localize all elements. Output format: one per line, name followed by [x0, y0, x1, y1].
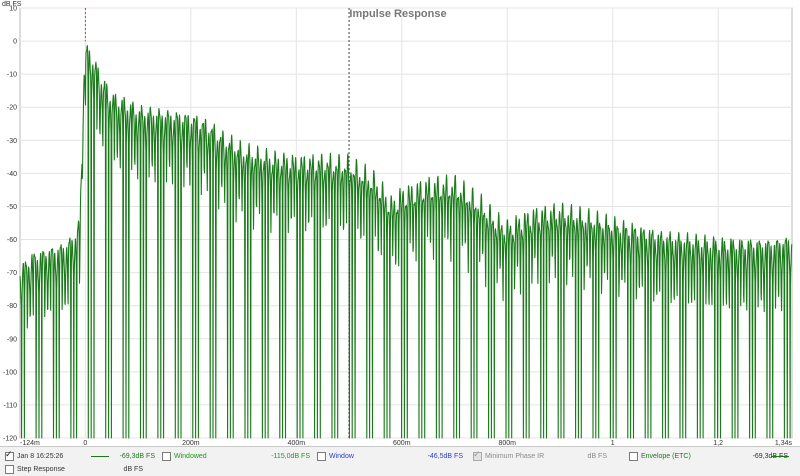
- minimum-phase-ir-label: Minimum Phase IR: [485, 453, 545, 460]
- windowed-label: Windowed: [174, 453, 207, 460]
- impulse-response-chart[interactable]: 100-10-20-30-40-50-60-70-80-90-100-110-1…: [0, 0, 800, 446]
- x-tick-label: 600m: [393, 440, 411, 446]
- envelope-label: Envelope (ETC): [641, 453, 691, 460]
- x-tick-label: 1,2: [713, 440, 723, 446]
- y-tick-label: -90: [7, 336, 17, 343]
- series-layer: [19, 45, 793, 439]
- x-tick-label: 1: [611, 440, 615, 446]
- x-tick-label: 1,34s: [775, 440, 793, 446]
- x-tick-label: 800m: [498, 440, 516, 446]
- y-axis-unit: dB FS: [2, 1, 22, 8]
- y-tick-label: -10: [7, 72, 17, 79]
- chart-title: Impulse Response: [349, 8, 446, 20]
- measurement-value: -69,3dB FS: [119, 453, 155, 460]
- measurement-swatch: [91, 456, 109, 457]
- markers: [84, 8, 350, 438]
- legend-item-window[interactable]: Window -46,5dB FS: [317, 450, 467, 463]
- legend-row-2: Step Response dB FS: [0, 463, 800, 476]
- x-tick-label: 400m: [288, 440, 306, 446]
- measurement-checkbox[interactable]: [5, 449, 14, 462]
- minimum-phase-ir-checkbox: [473, 449, 482, 462]
- legend-item-windowed[interactable]: Windowed -115,0dB FS: [162, 450, 312, 463]
- x-tick-label: 0: [83, 440, 87, 446]
- y-tick-label: -50: [7, 204, 17, 211]
- windowed-value: -115,0dB FS: [271, 453, 310, 460]
- minimum-phase-ir-value: dB FS: [587, 453, 607, 460]
- x-tick-label: -124m: [20, 440, 40, 446]
- legend-panel: Jan 8 16:25:26 -69,3dB FS Windowed -115,…: [0, 446, 800, 476]
- window-value: -46,5dB FS: [427, 453, 463, 460]
- legend-item-step-response[interactable]: Step Response dB FS: [5, 463, 160, 476]
- plot-area[interactable]: [19, 7, 793, 439]
- step-response-checkbox[interactable]: [5, 465, 14, 474]
- envelope-value: -69,3dB FS: [752, 453, 788, 460]
- envelope-checkbox[interactable]: [629, 452, 638, 461]
- y-tick-label: -60: [7, 237, 17, 244]
- envelope-swatch: [771, 456, 789, 457]
- legend-item-minimum-phase-ir: Minimum Phase IR dB FS: [473, 449, 623, 463]
- step-response-value: dB FS: [123, 466, 143, 473]
- y-tick-label: -80: [7, 303, 17, 310]
- measurement-label: Jan 8 16:25:26: [17, 453, 64, 460]
- series-line-0: [19, 45, 793, 439]
- y-tick-label: -110: [4, 402, 18, 409]
- step-response-label: Step Response: [17, 466, 65, 473]
- legend-item-envelope[interactable]: Envelope (ETC) -69,3dB FS: [629, 450, 794, 463]
- legend-item-measurement[interactable]: Jan 8 16:25:26 -69,3dB FS: [5, 449, 160, 463]
- tick-labels: 100-10-20-30-40-50-60-70-80-90-100-110-1…: [3, 6, 793, 447]
- y-tick-label: -30: [7, 138, 17, 145]
- y-tick-label: -40: [7, 171, 17, 178]
- legend-row-1: Jan 8 16:25:26 -69,3dB FS Windowed -115,…: [0, 449, 800, 463]
- y-tick-label: 0: [13, 39, 17, 46]
- window-checkbox[interactable]: [317, 452, 326, 461]
- x-tick-label: 200m: [182, 440, 200, 446]
- window-label: Window: [329, 453, 354, 460]
- y-tick-label: 10: [9, 6, 17, 13]
- y-tick-label: -100: [3, 369, 17, 376]
- y-tick-label: -70: [7, 270, 17, 277]
- y-tick-label: -120: [3, 436, 17, 443]
- windowed-checkbox[interactable]: [162, 452, 171, 461]
- y-tick-label: -20: [7, 105, 17, 112]
